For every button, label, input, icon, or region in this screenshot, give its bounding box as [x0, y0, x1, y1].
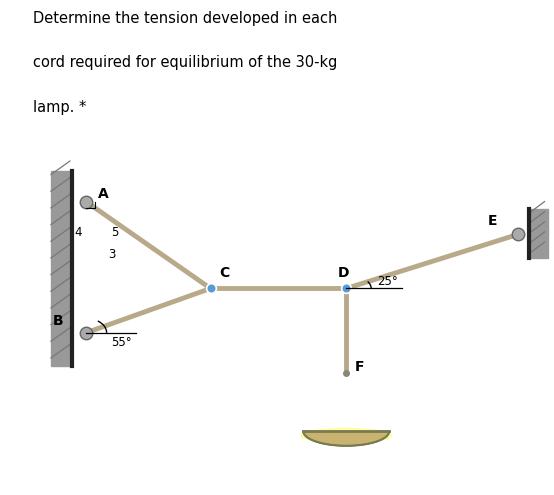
Text: 5: 5	[111, 226, 118, 239]
Text: 25°: 25°	[377, 275, 397, 288]
Bar	[51, 171, 72, 366]
Text: 3: 3	[108, 248, 115, 260]
Text: lamp. *: lamp. *	[33, 100, 86, 115]
Text: E: E	[488, 214, 497, 228]
Text: B: B	[53, 314, 63, 328]
Text: F: F	[355, 360, 364, 374]
Ellipse shape	[301, 428, 391, 443]
Text: C: C	[219, 266, 229, 280]
Text: D: D	[338, 266, 350, 280]
Bar	[529, 209, 548, 257]
Polygon shape	[304, 431, 389, 446]
Text: 55°: 55°	[111, 336, 131, 349]
Text: A: A	[98, 187, 109, 200]
Text: cord required for equilibrium of the 30-kg: cord required for equilibrium of the 30-…	[33, 55, 337, 70]
Text: Determine the tension developed in each: Determine the tension developed in each	[33, 11, 337, 26]
Text: 4: 4	[75, 226, 83, 239]
